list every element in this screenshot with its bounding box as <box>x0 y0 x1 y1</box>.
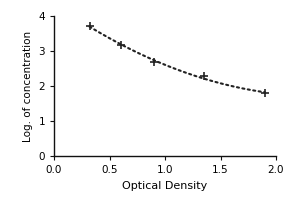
Y-axis label: Log. of concentration: Log. of concentration <box>23 30 33 142</box>
X-axis label: Optical Density: Optical Density <box>122 181 208 191</box>
